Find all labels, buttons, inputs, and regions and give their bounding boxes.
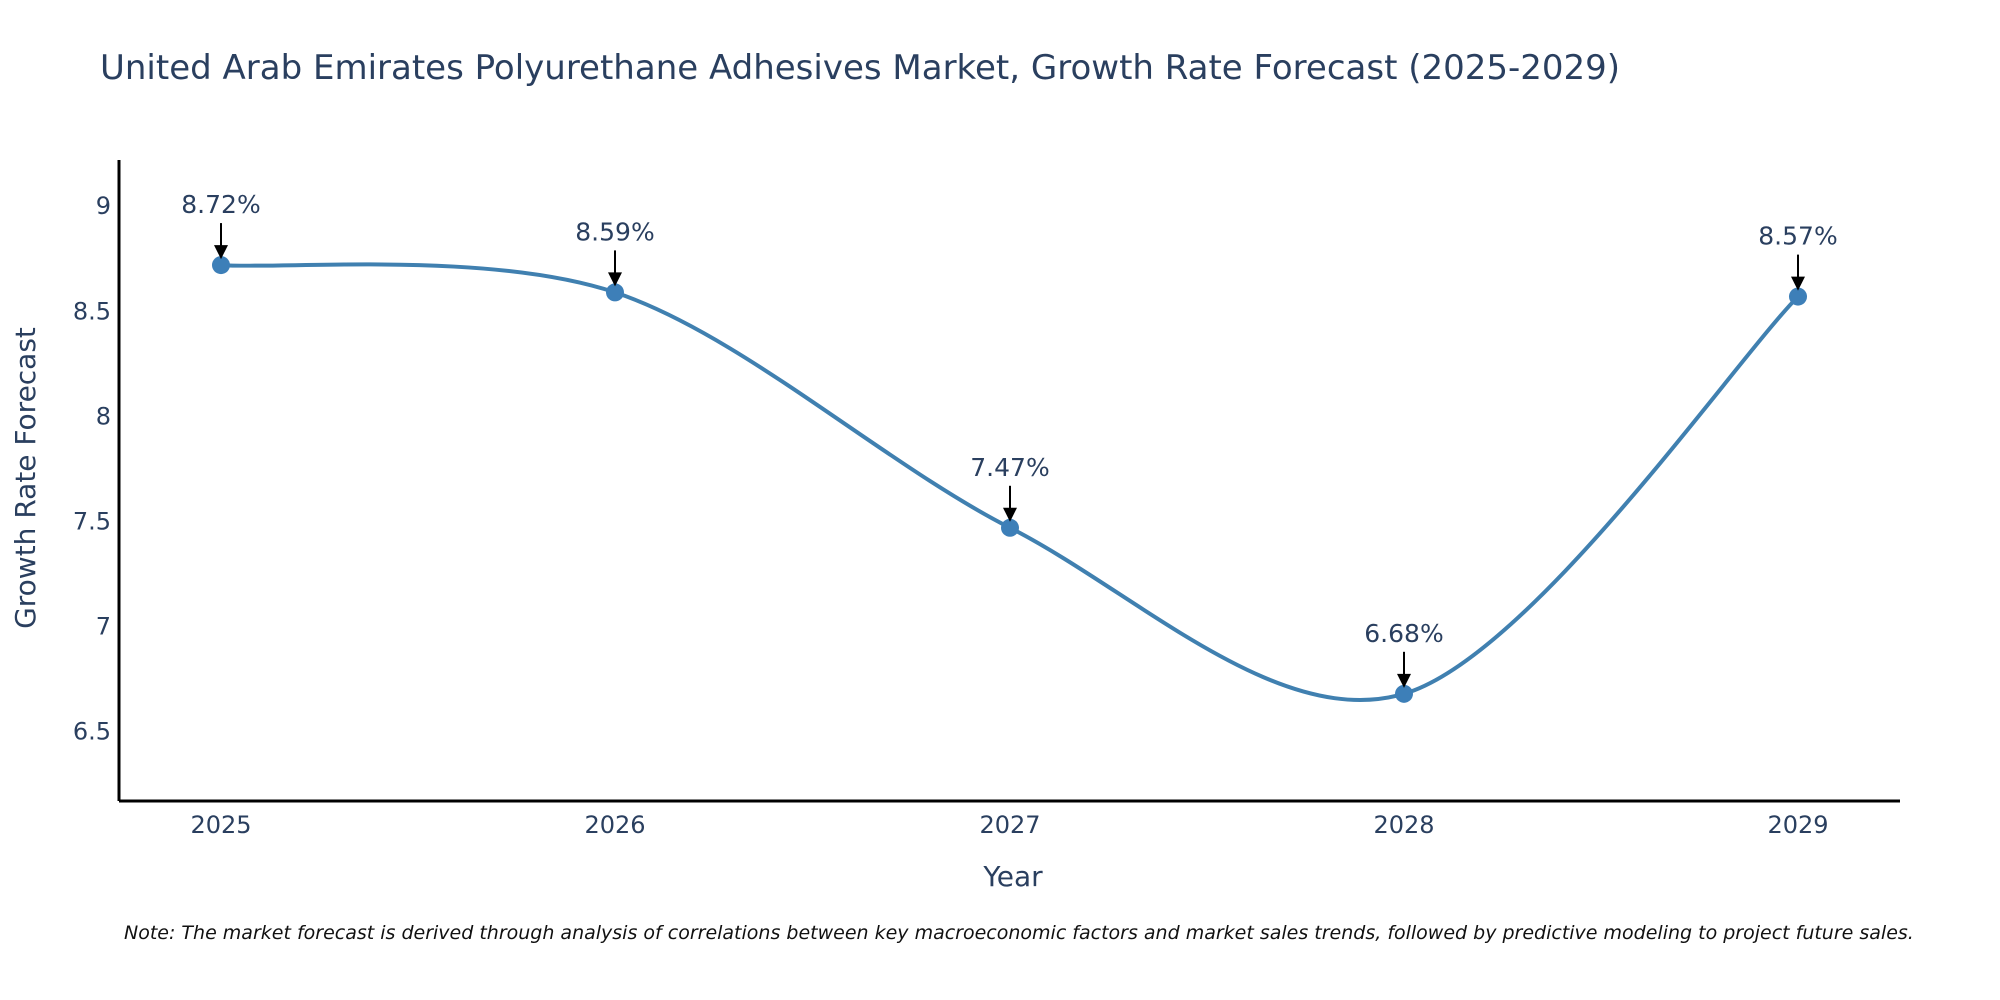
x-tick-label: 2027 xyxy=(979,811,1040,839)
x-axis-title: Year xyxy=(982,860,1043,893)
y-tick-label: 8.5 xyxy=(73,297,111,325)
series-line xyxy=(220,262,1800,702)
y-axis-title: Growth Rate Forecast xyxy=(9,327,42,629)
data-label: 8.57% xyxy=(1758,222,1837,251)
data-point-marker xyxy=(212,256,230,275)
annotation-arrow-head xyxy=(1397,673,1411,688)
x-tick-label: 2028 xyxy=(1373,811,1434,839)
data-label: 7.47% xyxy=(970,453,1049,482)
data-point-marker xyxy=(606,283,624,302)
x-tick-label: 2026 xyxy=(584,811,645,839)
data-point-marker xyxy=(1001,518,1019,537)
x-tick-label: 2025 xyxy=(190,811,251,839)
y-tick-label: 7 xyxy=(96,613,111,641)
y-tick-label: 9 xyxy=(96,192,111,220)
x-tick-label: 2029 xyxy=(1767,811,1828,839)
chart-title: United Arab Emirates Polyurethane Adhesi… xyxy=(100,48,1620,88)
y-tick-label: 8 xyxy=(96,402,111,430)
plot-area: 6.5 7 7.5 8 8.5 9 2025 2026 2027 2028 2029 8.72% 8.5… xyxy=(73,160,1900,839)
annotation-arrow-head xyxy=(214,245,228,260)
forecast-note: Note: The market forecast is derived thr… xyxy=(124,922,1914,944)
data-point-marker xyxy=(1395,684,1413,703)
y-tick-label: 7.5 xyxy=(73,507,111,535)
annotation-arrow-head xyxy=(1791,276,1805,291)
y-tick-label: 6.5 xyxy=(73,718,111,746)
data-label: 6.68% xyxy=(1364,619,1443,648)
data-label: 8.59% xyxy=(575,217,654,246)
data-label: 8.72% xyxy=(181,190,260,219)
annotation-arrow-head xyxy=(608,272,622,287)
data-point-marker xyxy=(1789,287,1807,306)
annotation-arrow-head xyxy=(1003,507,1017,522)
